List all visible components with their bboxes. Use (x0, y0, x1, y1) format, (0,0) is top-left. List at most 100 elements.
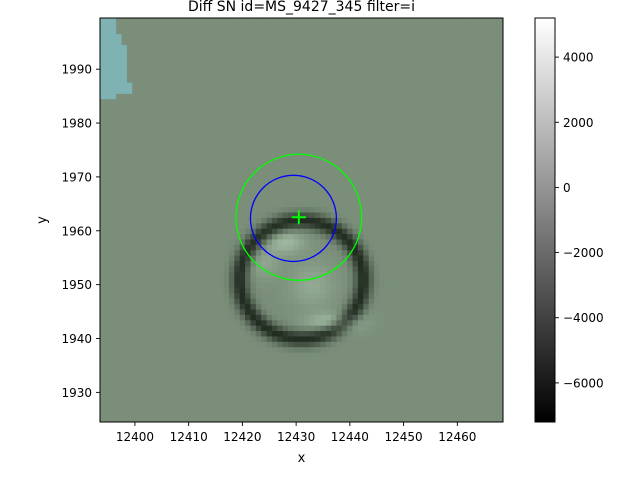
pixel-cell (239, 405, 246, 412)
pixel-cell (363, 416, 370, 422)
pixel-cell (121, 400, 128, 407)
pixel-cell (207, 77, 214, 84)
pixel-cell (341, 131, 348, 138)
pixel-cell (422, 109, 429, 116)
pixel-cell (288, 405, 295, 412)
pixel-cell (460, 330, 466, 337)
pixel-cell (239, 357, 246, 364)
pixel-cell (245, 255, 252, 261)
pixel-cell (374, 368, 381, 375)
pixel-cell (427, 244, 434, 251)
pixel-cell (159, 357, 166, 364)
pixel-cell (116, 163, 123, 170)
pixel-cell (250, 362, 257, 369)
pixel-cell (207, 249, 214, 256)
pixel-cell (336, 168, 343, 175)
pixel-cell (266, 249, 273, 256)
pixel-cell (266, 373, 273, 380)
pixel-cell (185, 308, 192, 315)
pixel-cell (379, 147, 386, 154)
pixel-cell (293, 222, 300, 229)
pixel-cell (390, 98, 397, 105)
pixel-cell (261, 184, 268, 191)
pixel-cell (427, 66, 434, 73)
pixel-cell (374, 260, 381, 267)
pixel-cell (142, 346, 149, 353)
pixel-cell (304, 98, 311, 105)
pixel-cell (169, 303, 176, 310)
pixel-cell (142, 244, 149, 251)
pixel-cell (191, 389, 198, 396)
pixel-cell (169, 98, 176, 105)
pixel-cell (159, 147, 166, 154)
pixel-cell (261, 249, 268, 256)
pixel-cell (116, 325, 123, 332)
pixel-cell (132, 335, 139, 342)
pixel-cell (304, 71, 311, 78)
pixel-cell (202, 71, 209, 78)
pixel-cell (282, 319, 289, 326)
pixel-cell (159, 400, 166, 407)
pixel-cell (121, 368, 128, 375)
pixel-cell (121, 174, 128, 181)
pixel-cell (153, 131, 160, 138)
pixel-cell (105, 265, 112, 272)
pixel-cell (180, 400, 187, 407)
pixel-cell (239, 400, 246, 407)
pixel-cell (196, 395, 203, 402)
pixel-cell (212, 233, 219, 240)
pixel-cell (234, 416, 241, 422)
pixel-cell (266, 325, 273, 332)
pixel-cell (277, 211, 284, 218)
pixel-cell (320, 77, 327, 84)
pixel-cell (438, 271, 445, 278)
pixel-cell (465, 238, 472, 245)
pixel-cell (400, 346, 407, 353)
pixel-cell (379, 281, 386, 288)
pixel-cell (406, 346, 413, 353)
pixel-cell (400, 373, 407, 380)
pixel-cell (422, 368, 429, 375)
pixel-cell (443, 179, 450, 186)
pixel-cell (357, 120, 364, 127)
pixel-cell (417, 147, 423, 154)
pixel-cell (476, 308, 483, 315)
pixel-cell (470, 158, 477, 165)
pixel-cell (277, 98, 284, 105)
pixel-cell (116, 158, 123, 165)
pixel-cell (470, 260, 477, 267)
pixel-cell (481, 136, 488, 143)
pixel-cell (449, 416, 456, 422)
pixel-cell (352, 325, 359, 332)
pixel-cell (427, 104, 434, 111)
pixel-cell (438, 292, 445, 299)
pixel-cell (228, 152, 235, 159)
pixel-cell (379, 222, 386, 229)
pixel-cell (288, 201, 295, 208)
pixel-cell (196, 303, 203, 310)
pixel-cell (411, 109, 418, 116)
pixel-cell (470, 82, 477, 89)
pixel-cell (331, 195, 338, 202)
pixel-cell (261, 400, 268, 407)
pixel-cell (497, 233, 503, 240)
pixel-cell (234, 303, 241, 310)
pixel-cell (438, 373, 445, 380)
pixel-cell (465, 174, 472, 181)
pixel-cell (460, 411, 466, 418)
pixel-cell (126, 136, 133, 143)
pixel-cell (212, 66, 219, 73)
pixel-cell (476, 104, 483, 111)
pixel-cell (443, 206, 450, 213)
pixel-cell (100, 357, 106, 364)
pixel-cell (427, 71, 434, 78)
pixel-cell (325, 325, 332, 332)
pixel-cell (443, 184, 450, 191)
pixel-cell (153, 190, 160, 197)
pixel-cell (341, 114, 348, 121)
pixel-cell (191, 400, 198, 407)
pixel-cell (417, 184, 423, 191)
pixel-cell (363, 131, 370, 138)
pixel-cell (406, 98, 413, 105)
pixel-cell (202, 357, 209, 364)
